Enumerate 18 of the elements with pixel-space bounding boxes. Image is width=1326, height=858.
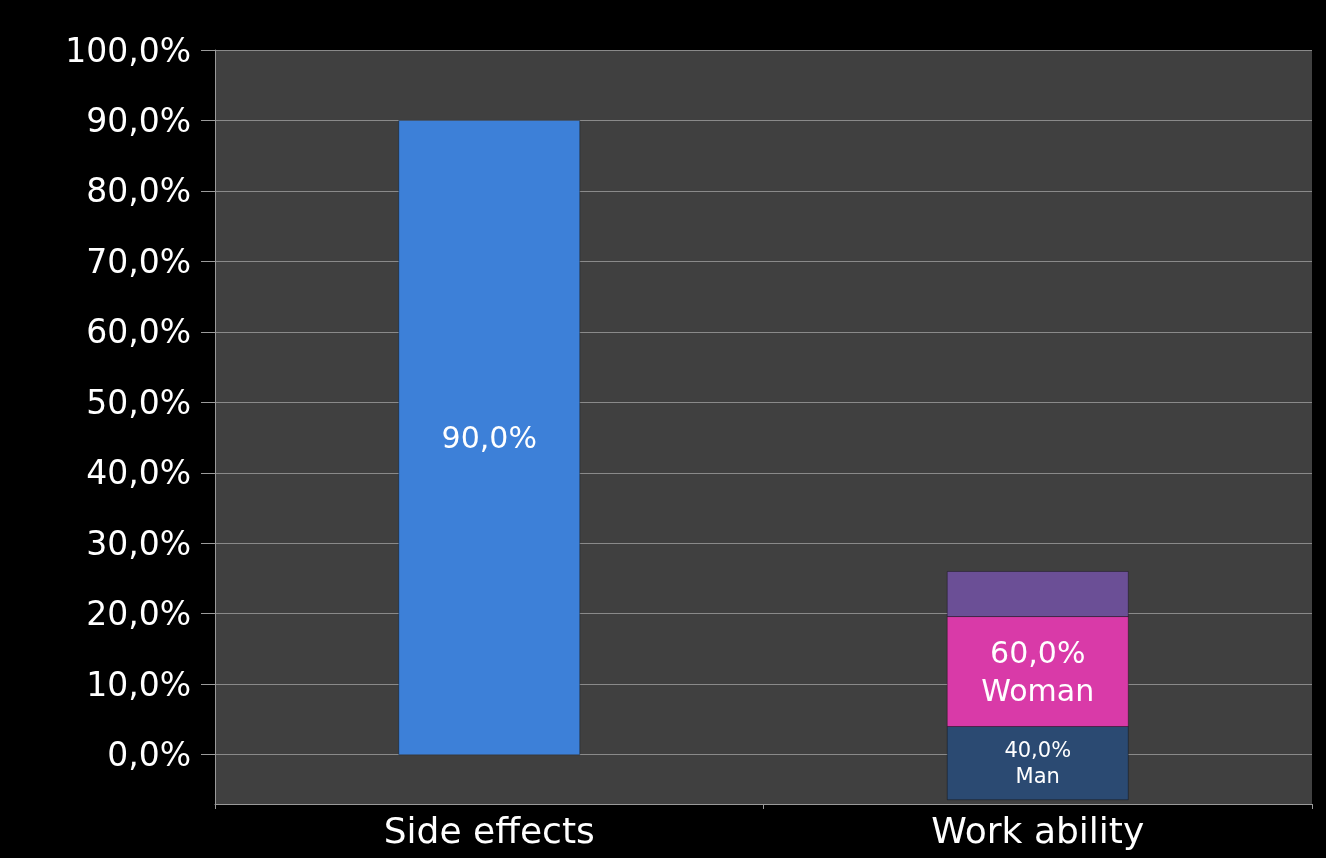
- data-label: 90,0%: [441, 420, 537, 456]
- y-tick-label: 90,0%: [86, 100, 191, 140]
- y-tick-label: 70,0%: [86, 241, 191, 281]
- annotation: 60,0%: [990, 635, 1086, 671]
- y-tick-label: 60,0%: [86, 312, 191, 352]
- y-tick-label: 100,0%: [65, 30, 191, 70]
- y-tick-label: 20,0%: [86, 594, 191, 634]
- y-tick-label: 80,0%: [86, 171, 191, 211]
- x-tick-label: Side effects: [383, 809, 595, 851]
- series-label: Man: [1015, 764, 1060, 789]
- series-label: Woman: [981, 672, 1095, 708]
- y-tick-label: 40,0%: [86, 453, 191, 493]
- annotation: 40,0%: [1004, 738, 1072, 762]
- x-tick-label: Work ability: [931, 809, 1145, 851]
- y-tick-label: 10,0%: [86, 664, 191, 704]
- y-tick-label: 50,0%: [86, 382, 191, 422]
- y-tick-label: 30,0%: [86, 523, 191, 563]
- y-tick-label: 0,0%: [107, 735, 191, 775]
